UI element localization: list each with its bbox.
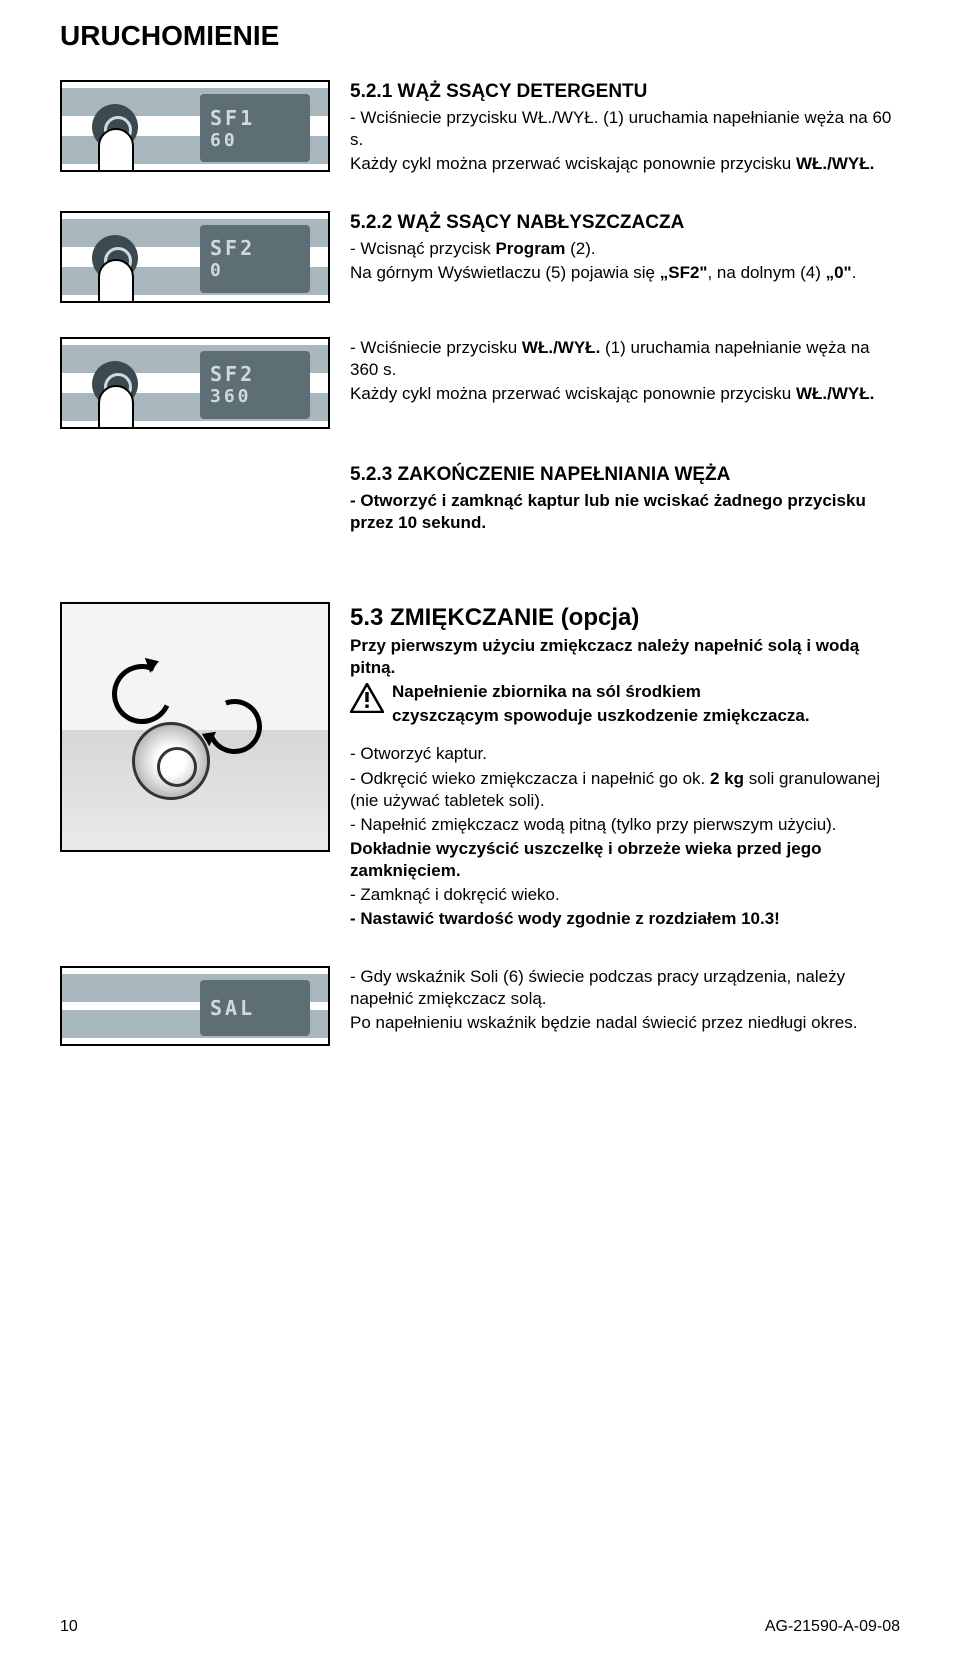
- lcd-3: SF2 360: [200, 351, 310, 419]
- text: Każdy cykl można przerwać wciskając pono…: [350, 383, 900, 405]
- text: Każdy cykl można przerwać wciskając pono…: [350, 153, 900, 175]
- text: - Otworzyć kaptur.: [350, 743, 900, 765]
- text: Na górnym Wyświetlaczu (5) pojawia się „…: [350, 262, 900, 284]
- finger-press-icon: [92, 361, 138, 407]
- text: Napełnienie zbiornika na sól środkiem: [392, 681, 810, 703]
- text: - Otworzyć i zamknąć kaptur lub nie wcis…: [350, 490, 900, 534]
- finger-press-icon: [92, 235, 138, 281]
- illustration-522: SF2 0: [60, 211, 350, 303]
- lcd-1: SF1 60: [200, 94, 310, 162]
- warning: Napełnienie zbiornika na sól środkiem cz…: [350, 681, 900, 729]
- heading-523: 5.2.3 ZAKOŃCZENIE NAPEŁNIANIA WĘŻA: [350, 463, 900, 488]
- text: - Odkręcić wieko zmiękczacza i napełnić …: [350, 768, 900, 812]
- lcd-line: 0: [210, 260, 310, 281]
- lcd-2: SF2 0: [200, 225, 310, 293]
- text: - Wcisnąć przycisk Program (2).: [350, 238, 900, 260]
- lcd-line: 60: [210, 130, 310, 151]
- row-522b: SF2 360 - Wciśniecie przycisku WŁ./WYŁ. …: [60, 337, 900, 429]
- illustration-522b: SF2 360: [60, 337, 350, 429]
- text: - Napełnić zmiękczacz wodą pitną (tylko …: [350, 814, 900, 836]
- text: czyszczącym spowoduje uszkodzenie zmiękc…: [392, 705, 810, 727]
- lcd-line: SF1: [210, 106, 310, 130]
- row-523: 5.2.3 ZAKOŃCZENIE NAPEŁNIANIA WĘŻA - Otw…: [60, 463, 900, 536]
- footer: 10 AG-21590-A-09-08: [60, 1618, 900, 1636]
- text: - Wciśniecie przycisku WŁ./WYŁ. (1) uruc…: [350, 107, 900, 151]
- finger-press-icon: [92, 104, 138, 150]
- text: - Gdy wskaźnik Soli (6) świecie podczas …: [350, 966, 900, 1010]
- illustration-521: SF1 60: [60, 80, 350, 172]
- row-522: SF2 0 5.2.2 WĄŻ SSĄCY NABŁYSZCZACZA - Wc…: [60, 211, 900, 303]
- lcd-line: SAL: [210, 996, 310, 1020]
- heading-522: 5.2.2 WĄŻ SSĄCY NABŁYSZCZACZA: [350, 211, 900, 236]
- text: - Nastawić twardość wody zgodnie z rozdz…: [350, 908, 900, 930]
- display-panel-2: SF2 0: [60, 211, 330, 303]
- text: - Zamknąć i dokręcić wieko.: [350, 884, 900, 906]
- lcd-line: SF2: [210, 236, 310, 260]
- warning-icon: [350, 683, 384, 713]
- lcd-line: SF2: [210, 362, 310, 386]
- page-number: 10: [60, 1618, 78, 1636]
- doc-id: AG-21590-A-09-08: [765, 1618, 900, 1636]
- heading-53: 5.3 ZMIĘKCZANIE (opcja): [350, 602, 900, 633]
- heading-521: 5.2.1 WĄŻ SSĄCY DETERGENTU: [350, 80, 900, 105]
- softener-diagram: [60, 602, 330, 852]
- row-521: SF1 60 5.2.1 WĄŻ SSĄCY DETERGENTU - Wciś…: [60, 80, 900, 177]
- text: Po napełnieniu wskaźnik będzie nadal świ…: [350, 1012, 900, 1034]
- text: Dokładnie wyczyścić uszczelkę i obrzeże …: [350, 838, 900, 882]
- lcd-4: SAL: [200, 980, 310, 1036]
- text: - Wciśniecie przycisku WŁ./WYŁ. (1) uruc…: [350, 337, 900, 381]
- lcd-line: 360: [210, 386, 310, 407]
- text: Przy pierwszym użyciu zmiękczacz należy …: [350, 635, 900, 679]
- illustration-salt: SAL: [60, 966, 350, 1046]
- row-salt: SAL - Gdy wskaźnik Soli (6) świecie podc…: [60, 966, 900, 1046]
- display-panel-4: SAL: [60, 966, 330, 1046]
- display-panel-1: SF1 60: [60, 80, 330, 172]
- page-title: URUCHOMIENIE: [60, 20, 900, 52]
- illustration-softener: [60, 602, 350, 852]
- display-panel-3: SF2 360: [60, 337, 330, 429]
- row-53: 5.3 ZMIĘKCZANIE (opcja) Przy pierwszym u…: [60, 602, 900, 932]
